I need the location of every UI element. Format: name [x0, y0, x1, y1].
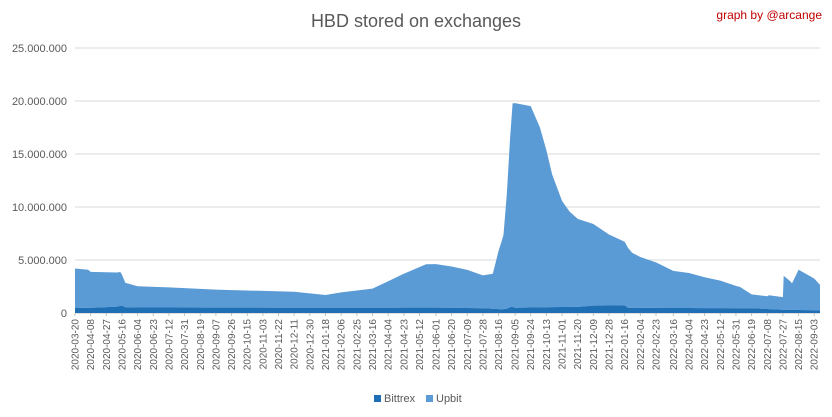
- x-tick-label: 2021-01-18: [321, 319, 332, 371]
- x-tick-label: 2021-06-01: [432, 319, 443, 371]
- x-tick-label: 2022-07-27: [778, 319, 789, 371]
- x-tick-label: 2020-12-11: [290, 319, 301, 370]
- x-tick-label: 2020-09-07: [211, 319, 222, 371]
- x-tick-label: 2021-08-16: [494, 319, 505, 371]
- series-area-upbit: [75, 103, 820, 311]
- x-tick-label: 2021-09-05: [511, 319, 522, 371]
- x-tick-label: 2020-12-30: [305, 319, 316, 371]
- x-tick-label: 2022-08-15: [794, 319, 805, 371]
- x-tick-label: 2021-04-23: [399, 319, 410, 371]
- series-area-bittrex: [75, 305, 820, 313]
- x-tick-label: 2020-07-12: [164, 319, 175, 371]
- x-tick-label: 2020-03-20: [71, 319, 82, 371]
- x-tick-label: 2020-04-27: [102, 319, 113, 371]
- x-tick-label: 2022-05-31: [731, 319, 742, 371]
- y-tick-label: 10.000.000: [12, 202, 67, 214]
- x-tick-label: 2020-06-23: [149, 319, 160, 371]
- x-tick-label: 2022-09-03: [810, 319, 821, 371]
- x-tick-label: 2022-07-08: [763, 319, 774, 371]
- y-tick-label: 20.000.000: [12, 96, 67, 108]
- y-tick-label: 5.000.000: [18, 255, 67, 267]
- x-tick-label: 2020-06-04: [133, 319, 144, 371]
- x-tick-label: 2021-07-09: [463, 319, 474, 371]
- x-tick-label: 2021-02-06: [337, 319, 348, 371]
- x-tick-label: 2021-04-04: [384, 319, 395, 371]
- x-tick-label: 2020-07-31: [180, 319, 191, 371]
- y-tick-label: 15.000.000: [12, 149, 67, 161]
- x-tick-label: 2021-10-13: [542, 319, 553, 371]
- x-tick-label: 2022-02-23: [652, 319, 663, 371]
- x-tick-label: 2020-08-19: [196, 319, 207, 371]
- x-tick-label: 2021-06-20: [447, 319, 458, 371]
- legend-label-bittrex: Bittrex: [384, 393, 416, 405]
- x-tick-label: 2022-01-16: [620, 319, 631, 371]
- x-tick-label: 2020-11-22: [274, 319, 285, 370]
- x-tick-label: 2021-11-20: [573, 319, 584, 370]
- legend-swatch-bittrex: [374, 395, 381, 402]
- x-tick-label: 2022-06-19: [747, 319, 758, 371]
- credit-label: graph by @arcange: [716, 8, 822, 22]
- x-tick-label: 2021-07-28: [478, 319, 489, 371]
- x-tick-label: 2022-03-16: [669, 319, 680, 371]
- x-tick-label: 2020-09-26: [227, 319, 238, 371]
- x-tick-label: 2022-04-04: [685, 319, 696, 371]
- legend-swatch-upbit: [426, 395, 433, 402]
- x-tick-label: 2021-03-16: [368, 319, 379, 371]
- x-tick-label: 2021-12-28: [605, 319, 616, 371]
- x-tick-label: 2020-05-16: [118, 319, 129, 371]
- x-tick-label: 2020-04-08: [86, 319, 97, 371]
- chart-title: HBD stored on exchanges: [310, 11, 522, 31]
- x-tick-label: 2021-09-24: [526, 319, 537, 371]
- x-tick-label: 2021-11-01: [558, 319, 569, 370]
- x-tick-label: 2022-05-12: [716, 319, 727, 371]
- x-tick-label: 2020-10-15: [243, 319, 254, 371]
- x-tick-label: 2021-02-25: [352, 319, 363, 371]
- x-tick-label: 2022-02-04: [636, 319, 647, 371]
- x-tick-label: 2022-04-23: [700, 319, 711, 371]
- y-tick-label: 25.000.000: [12, 43, 67, 55]
- x-tick-label: 2020-11-03: [258, 319, 269, 370]
- x-tick-label: 2021-12-09: [589, 319, 600, 371]
- legend-label-upbit: Upbit: [436, 393, 462, 405]
- y-tick-label: 0: [61, 308, 67, 320]
- x-tick-label: 2021-05-12: [415, 319, 426, 371]
